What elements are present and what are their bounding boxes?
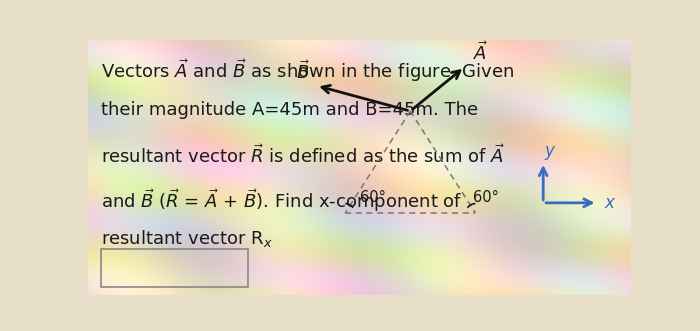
Text: $\vec{A}$: $\vec{A}$ bbox=[473, 41, 488, 65]
Text: and $\vec{B}$ ($\vec{R}$ = $\vec{A}$ + $\vec{B}$). Find x-component of: and $\vec{B}$ ($\vec{R}$ = $\vec{A}$ + $… bbox=[101, 188, 463, 214]
Text: resultant vector $\vec{R}$ is defined as the sum of $\vec{A}$: resultant vector $\vec{R}$ is defined as… bbox=[101, 144, 505, 167]
Text: Vectors $\vec{A}$ and $\vec{B}$ as shown in the figure. Given: Vectors $\vec{A}$ and $\vec{B}$ as shown… bbox=[101, 58, 514, 84]
Bar bbox=[101, 249, 248, 287]
FancyArrowPatch shape bbox=[412, 71, 460, 109]
Text: x: x bbox=[604, 194, 614, 212]
Text: their magnitude A=45m and B=45m. The: their magnitude A=45m and B=45m. The bbox=[101, 101, 478, 119]
Text: 60°: 60° bbox=[360, 190, 386, 205]
FancyArrowPatch shape bbox=[322, 85, 407, 110]
Text: 60°: 60° bbox=[473, 190, 498, 205]
Text: y: y bbox=[545, 142, 554, 160]
Text: $\vec{B}$: $\vec{B}$ bbox=[295, 60, 310, 83]
Text: resultant vector R$_x$: resultant vector R$_x$ bbox=[101, 228, 273, 249]
